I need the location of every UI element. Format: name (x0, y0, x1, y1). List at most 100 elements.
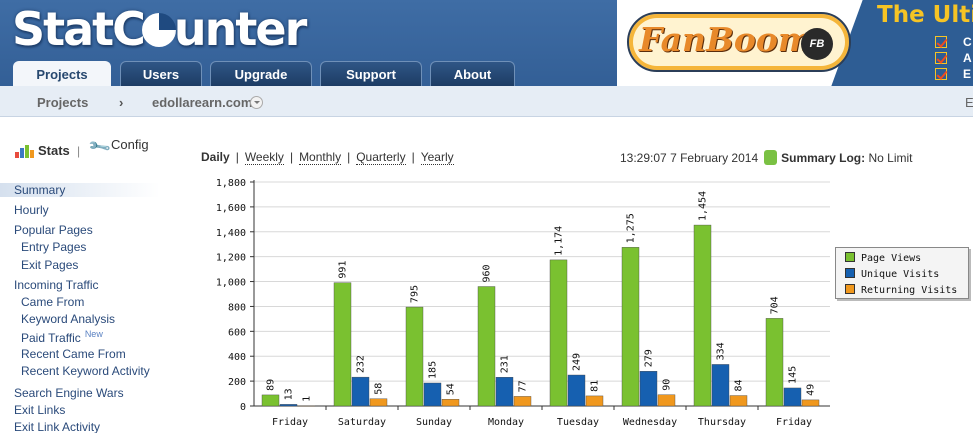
data-label: 232 (356, 355, 367, 373)
bar-chart-icon (15, 144, 35, 158)
ad-headline: The Ulti (877, 2, 973, 28)
data-label: 960 (482, 264, 493, 282)
ad-banner[interactable]: FanBoom FB The Ulti C A E (617, 0, 973, 86)
period-daily[interactable]: Daily (201, 150, 230, 164)
bar (639, 371, 658, 407)
x-tick-label: Friday (776, 417, 812, 428)
y-tick-label: 200 (228, 377, 246, 388)
logo-text-left: StatC (12, 2, 146, 56)
ad-check-icon (935, 52, 947, 64)
summary-log-value: No Limit (868, 151, 913, 165)
sidebar-separator: | (77, 144, 81, 158)
breadcrumb-project-name[interactable]: edollarearn.com (152, 95, 253, 110)
data-label: 991 (338, 261, 349, 279)
tab-support[interactable]: Support (320, 61, 422, 86)
data-label: 279 (644, 349, 655, 367)
sidebar-item-exit-link-activity[interactable]: Exit Link Activity (14, 420, 101, 433)
data-label: 1,454 (698, 191, 709, 221)
project-dropdown-icon[interactable] (250, 96, 263, 109)
stats-link[interactable]: Stats (15, 143, 70, 158)
wrench-icon: 🔧 (87, 134, 113, 160)
x-tick-label: Friday (272, 417, 308, 428)
bar (495, 377, 514, 407)
ad-check-icon (935, 68, 947, 80)
ad-bullet-text: A (963, 51, 972, 65)
bar (261, 394, 280, 407)
statcounter-logo[interactable]: StatC unter (12, 2, 307, 56)
data-label: 84 (734, 379, 745, 391)
y-tick-label: 1,200 (216, 253, 246, 264)
data-label: 77 (518, 380, 529, 392)
data-label: 81 (590, 380, 601, 392)
tab-upgrade[interactable]: Upgrade (210, 61, 312, 86)
y-tick-label: 1,800 (216, 178, 246, 189)
sidebar-item-recent-keyword-activity[interactable]: Recent Keyword Activity (21, 364, 150, 378)
sidebar-item-entry-pages[interactable]: Entry Pages (21, 240, 87, 254)
legend-item-page-views: Page Views (845, 252, 921, 264)
data-label: 49 (806, 384, 817, 396)
sidebar-item-paid-traffic[interactable]: Paid Traffic New (21, 329, 103, 345)
x-tick-label: Wednesday (623, 417, 677, 428)
data-label: 13 (284, 388, 295, 400)
ad-bullet-text: C (963, 35, 972, 49)
config-label: Config (111, 137, 149, 152)
header: StatC unter Projects Users Upgrade Suppor… (0, 0, 973, 86)
sidebar-item-recent-came-from[interactable]: Recent Came From (21, 347, 126, 361)
bar (297, 405, 316, 407)
chart-legend: Page Views Unique Visits Returning Visit… (835, 247, 969, 299)
x-tick-label: Thursday (698, 417, 746, 428)
data-label: 90 (662, 379, 673, 391)
sidebar-item-exit-links[interactable]: Exit Links (14, 403, 66, 417)
current-time: 13:29:07 (620, 151, 667, 165)
bar (729, 395, 748, 407)
sidebar-item-keyword-analysis[interactable]: Keyword Analysis (21, 312, 116, 326)
data-label: 704 (770, 296, 781, 314)
tab-users[interactable]: Users (120, 61, 202, 86)
sidebar-item-incoming-traffic[interactable]: Incoming Traffic (14, 278, 99, 292)
sidebar-item-paid-traffic-label: Paid Traffic (21, 331, 81, 345)
data-label: 795 (410, 285, 421, 303)
bar (693, 224, 712, 407)
x-tick-label: Tuesday (557, 417, 599, 428)
period-yearly[interactable]: Yearly (420, 150, 454, 165)
period-monthly[interactable]: Monthly (299, 150, 342, 165)
bar (783, 387, 802, 407)
period-weekly[interactable]: Weekly (244, 150, 284, 165)
legend-swatch (845, 268, 855, 278)
sidebar-item-came-from[interactable]: Came From (21, 295, 85, 309)
bar (711, 364, 730, 407)
bar (513, 396, 532, 407)
sidebar-item-exit-pages[interactable]: Exit Pages (21, 258, 79, 272)
sidebar-item-summary[interactable]: Summary (0, 183, 160, 197)
data-label: 1 (302, 396, 313, 402)
status-bar: 13:29:07 7 February 2014 Summary Log: No … (620, 150, 913, 165)
sidebar-item-popular-pages[interactable]: Popular Pages (14, 223, 93, 237)
x-tick-label: Saturday (338, 417, 386, 428)
bar (441, 399, 460, 407)
bar (477, 286, 496, 407)
stats-label: Stats (38, 143, 70, 158)
legend-label: Returning Visits (861, 285, 958, 296)
legend-item-unique-visits: Unique Visits (845, 268, 939, 280)
bar (549, 259, 568, 407)
config-link[interactable]: 🔧 Config (87, 135, 149, 160)
logo-pie-icon (141, 13, 176, 47)
tab-projects[interactable]: Projects (13, 61, 111, 86)
ad-check-icon (935, 36, 947, 48)
tab-about[interactable]: About (430, 61, 515, 86)
ad-fb-bomb-icon: FB (801, 28, 833, 60)
period-separator: | (411, 150, 415, 164)
y-tick-label: 800 (228, 302, 246, 313)
new-badge: New (84, 329, 103, 339)
bar (405, 306, 424, 407)
y-tick-label: 1,000 (216, 278, 246, 289)
sidebar-item-search-engine-wars[interactable]: Search Engine Wars (14, 386, 124, 400)
x-tick-label: Monday (488, 417, 524, 428)
breadcrumb-separator: › (119, 95, 124, 110)
period-separator: | (235, 150, 239, 164)
sidebar-item-hourly[interactable]: Hourly (14, 203, 49, 217)
bar (333, 282, 352, 407)
breadcrumb-projects[interactable]: Projects (37, 95, 89, 110)
data-label: 249 (572, 353, 583, 371)
period-quarterly[interactable]: Quarterly (356, 150, 406, 165)
